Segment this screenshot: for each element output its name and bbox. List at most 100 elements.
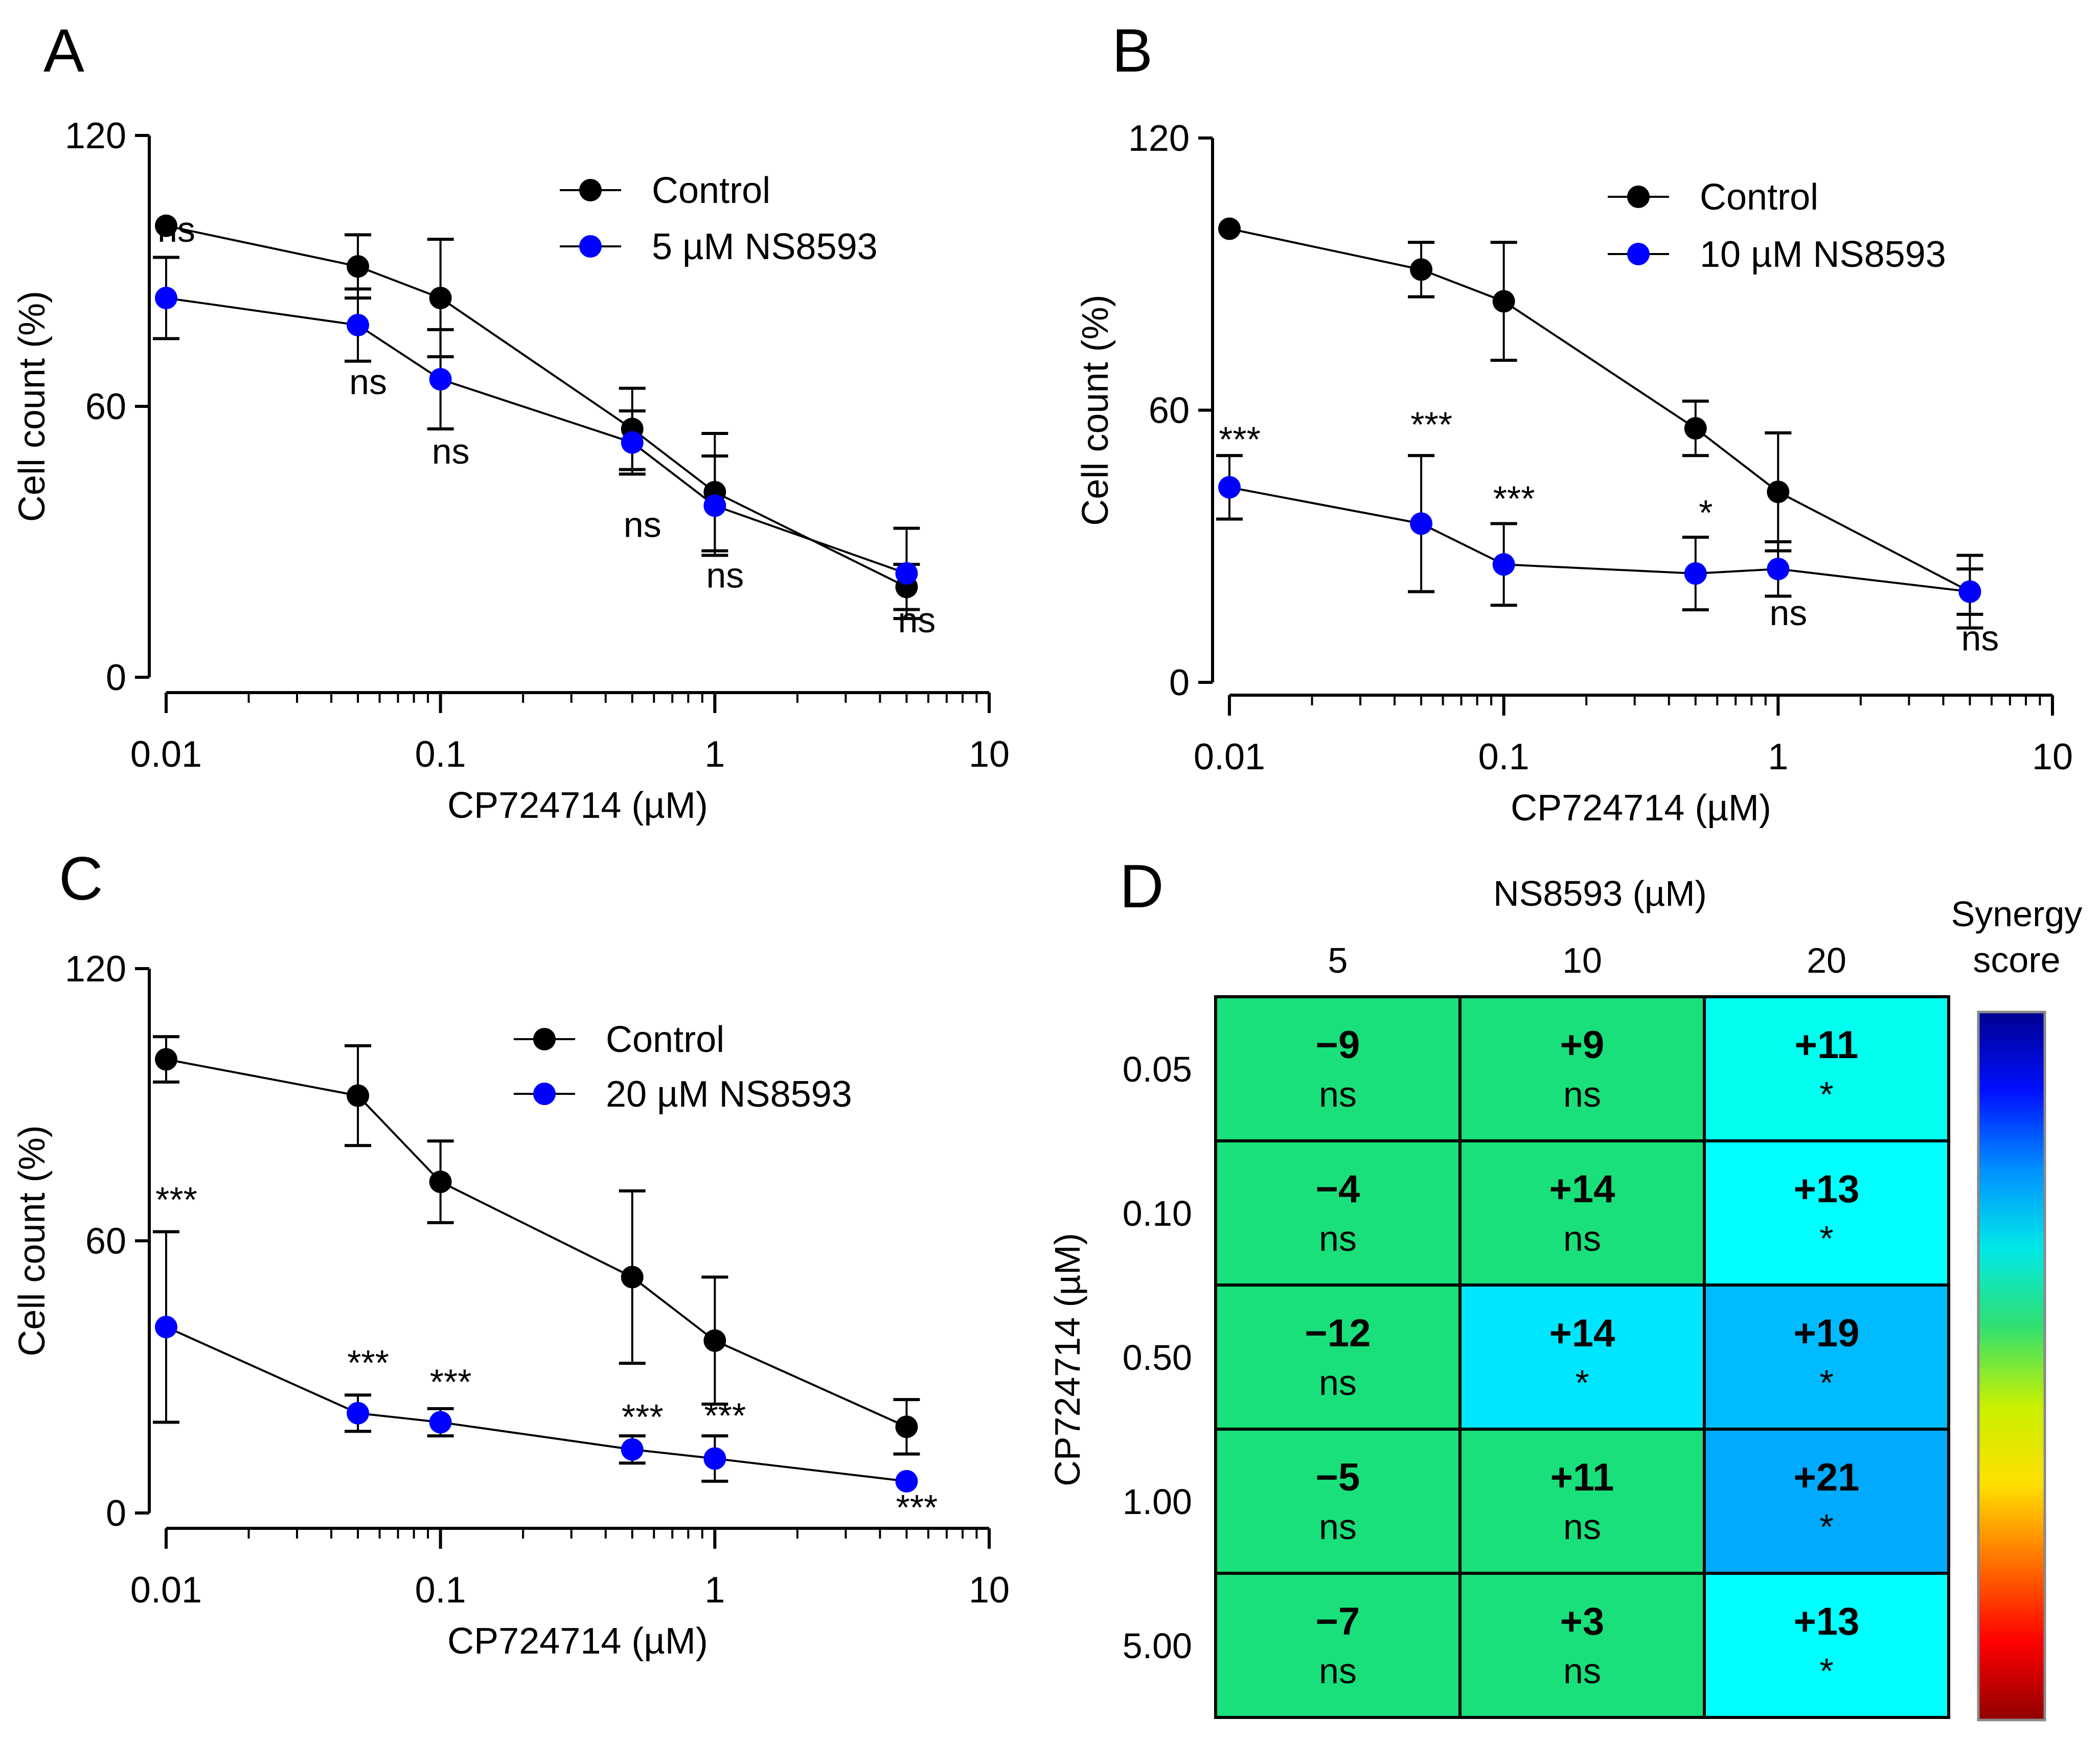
heatmap-cell-value: +3 xyxy=(1560,1600,1605,1643)
heatmap-cell xyxy=(1214,1428,1462,1575)
heatmap-cell xyxy=(1458,1428,1706,1575)
legend-marker xyxy=(533,1083,556,1105)
data-point-treated xyxy=(1492,553,1515,576)
data-point-control xyxy=(703,1329,726,1352)
x-tick-label: 10 xyxy=(969,734,1010,775)
data-point-treated xyxy=(703,494,726,517)
heatmap-cell-significance: ns xyxy=(1563,1507,1601,1547)
series-line-treated xyxy=(166,297,907,575)
series-line-control xyxy=(166,224,907,588)
significance-label: ns xyxy=(1961,618,1999,658)
series-line-control xyxy=(1229,227,1971,593)
heatmap-cell xyxy=(1703,1283,1950,1431)
significance-label: ns xyxy=(157,210,195,249)
significance-label: ns xyxy=(624,505,661,545)
heatmap-cell xyxy=(1703,1139,1950,1287)
heatmap-cell-value: −7 xyxy=(1316,1600,1360,1643)
y-tick-label: 120 xyxy=(65,949,126,990)
data-point-control xyxy=(895,1415,918,1438)
heatmap-cell xyxy=(1214,1283,1462,1431)
data-point-control xyxy=(621,1266,644,1289)
heatmap-row-label: 0.05 xyxy=(1123,1049,1192,1089)
heatmap-cell-significance: * xyxy=(1819,1219,1833,1258)
heatmap-cell-significance: * xyxy=(1819,1651,1833,1691)
legend-label: 10 µM NS8593 xyxy=(1700,234,1946,275)
heatmap-column-label: 20 xyxy=(1807,941,1846,980)
significance-label: ns xyxy=(1769,593,1807,633)
heatmap-cell-significance: * xyxy=(1575,1363,1589,1403)
significance-label: ns xyxy=(432,431,470,471)
x-tick-label: 0.01 xyxy=(130,1570,202,1611)
significance-label: *** xyxy=(155,1180,197,1220)
heatmap-row-label: 5.00 xyxy=(1123,1626,1192,1666)
panel-letter-c: C xyxy=(59,844,103,913)
heatmap-column-label: 5 xyxy=(1328,941,1348,980)
x-axis-title: CP724714 (µM) xyxy=(447,1621,708,1662)
heatmap-cell-value: +13 xyxy=(1794,1167,1860,1211)
y-tick-label: 0 xyxy=(106,657,126,698)
x-tick-label: 0.1 xyxy=(415,734,466,775)
heatmap-y-axis-title: CP724714 (µM) xyxy=(1047,1233,1087,1486)
legend-label: Control xyxy=(652,170,770,211)
x-tick-label: 0.1 xyxy=(1478,737,1530,777)
data-point-treated xyxy=(1218,476,1241,499)
data-point-control xyxy=(155,214,177,237)
legend-label: Control xyxy=(1700,177,1818,218)
legend-marker xyxy=(1627,243,1650,265)
heatmap-top-title: NS8593 (µM) xyxy=(1493,874,1707,913)
data-point-control xyxy=(1684,417,1707,440)
series-line-control xyxy=(166,1058,907,1428)
heatmap-cell-significance: ns xyxy=(1319,1651,1357,1691)
y-tick-label: 60 xyxy=(85,386,126,427)
heatmap-cell-value: −4 xyxy=(1316,1167,1360,1211)
y-axis-title: Cell count (%) xyxy=(1075,294,1116,525)
heatmap-cell-significance: * xyxy=(1819,1363,1833,1403)
heatmap-cell-significance: ns xyxy=(1319,1074,1357,1114)
x-tick-label: 0.1 xyxy=(415,1570,466,1611)
heatmap-cell-value: −5 xyxy=(1316,1456,1360,1499)
heatmap-cell-significance: ns xyxy=(1563,1651,1601,1691)
y-tick-label: 60 xyxy=(1149,391,1190,431)
heatmap-cell-significance: ns xyxy=(1319,1219,1357,1258)
synergy-colorbar xyxy=(1977,1011,2046,1722)
colorbar-title-line2: score xyxy=(1973,940,2060,980)
heatmap-cell xyxy=(1703,995,1950,1142)
data-point-control xyxy=(347,1084,370,1107)
significance-label: *** xyxy=(896,1487,938,1527)
x-tick-label: 10 xyxy=(2032,737,2073,777)
significance-label: *** xyxy=(622,1397,664,1437)
data-point-control xyxy=(429,287,452,309)
heatmap-cell xyxy=(1703,1428,1950,1575)
heatmap-cell-significance: ns xyxy=(1319,1363,1357,1403)
data-point-treated xyxy=(621,1438,644,1461)
heatmap-cell-value: +11 xyxy=(1795,1023,1859,1067)
significance-label: *** xyxy=(1493,478,1535,518)
data-point-treated xyxy=(155,1316,177,1339)
heatmap-cell xyxy=(1458,1572,1706,1719)
significance-label: *** xyxy=(430,1362,472,1402)
data-point-control xyxy=(429,1171,452,1194)
significance-label: *** xyxy=(704,1396,746,1436)
heatmap-cell-value: −12 xyxy=(1305,1312,1371,1355)
panel-letter-b: B xyxy=(1112,16,1153,85)
heatmap-cell xyxy=(1214,995,1462,1142)
heatmap-cell xyxy=(1458,1283,1706,1431)
significance-label: ns xyxy=(706,555,744,595)
x-tick-label: 0.01 xyxy=(130,734,202,775)
heatmap-cell-value: +9 xyxy=(1560,1023,1605,1067)
significance-label: ns xyxy=(898,600,935,640)
x-axis-title: CP724714 (µM) xyxy=(447,785,708,826)
data-point-control xyxy=(1410,258,1433,281)
heatmap-row-label: 1.00 xyxy=(1123,1482,1192,1522)
y-tick-label: 0 xyxy=(106,1493,126,1534)
heatmap-cell-significance: ns xyxy=(1319,1507,1357,1547)
data-point-control xyxy=(1492,290,1515,313)
heatmap-cell-significance: ns xyxy=(1563,1074,1601,1114)
panel-letter-d: D xyxy=(1120,852,1164,921)
data-point-treated xyxy=(347,314,370,336)
dose-response-chart-b: 0 60 120 0.01 0.1 1 10 CP724714 (µM) Cell count … xyxy=(1075,118,2073,829)
data-point-treated xyxy=(429,368,452,391)
heatmap-cell-value: −9 xyxy=(1316,1023,1360,1067)
data-point-treated xyxy=(429,1411,452,1434)
